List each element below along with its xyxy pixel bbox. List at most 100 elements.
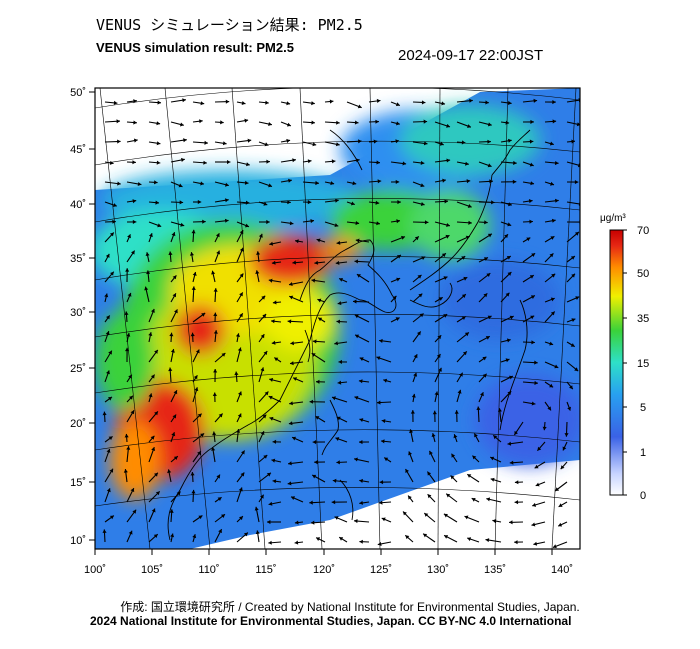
wind-arrow-head bbox=[397, 200, 401, 205]
wind-arrow-head bbox=[417, 274, 422, 279]
wind-arrow-head bbox=[292, 158, 296, 163]
wind-arrow-head bbox=[225, 198, 229, 203]
wind-arrow-head bbox=[443, 276, 448, 280]
wind-arrow-head bbox=[146, 270, 151, 275]
wind-arrow-head bbox=[213, 312, 218, 317]
wind-arrow-head bbox=[492, 519, 497, 524]
wind-arrow-head bbox=[508, 138, 512, 143]
wind-arrow-head bbox=[267, 520, 271, 525]
wind-arrow-head bbox=[182, 98, 186, 103]
wind-arrow-head bbox=[239, 247, 244, 252]
wind-arrow-head bbox=[106, 488, 111, 493]
wind-arrow-head bbox=[439, 141, 444, 146]
wind-arrow-head bbox=[529, 219, 533, 224]
lat-label-25: 25˚ bbox=[70, 363, 86, 375]
wind-arrow-head bbox=[443, 513, 448, 518]
wind-arrow-head bbox=[335, 260, 340, 265]
wind-arrow-head bbox=[338, 359, 342, 364]
wind-arrow-head bbox=[480, 392, 484, 397]
wind-arrow-head bbox=[529, 275, 534, 279]
wind-arrow-head bbox=[506, 338, 511, 343]
wind-arrow-head bbox=[156, 141, 161, 146]
wind-arrow-head bbox=[507, 222, 512, 227]
wind-arrow-head bbox=[131, 250, 135, 255]
wind-arrow-head bbox=[530, 181, 534, 186]
wind-arrow-head bbox=[109, 468, 113, 473]
wind-arrow-head bbox=[462, 351, 467, 356]
wind-arrow-head bbox=[381, 517, 386, 522]
wind-arrow-head bbox=[289, 401, 293, 406]
wind-arrow-head bbox=[211, 270, 216, 275]
wind-arrow-head bbox=[466, 179, 471, 184]
wind-arrow-head bbox=[274, 357, 279, 362]
wind-arrow-head bbox=[200, 181, 204, 186]
wind-arrow-head bbox=[355, 221, 360, 226]
wind-arrow-head bbox=[102, 411, 107, 416]
wind-arrow-head bbox=[117, 181, 121, 186]
wind-arrow-head bbox=[295, 239, 299, 244]
wind-arrow-head bbox=[244, 118, 249, 123]
wind-arrow-head bbox=[401, 235, 405, 240]
wind-arrow-head bbox=[376, 98, 381, 103]
wind-arrow-head bbox=[174, 309, 178, 314]
wind-arrow-head bbox=[507, 391, 512, 396]
forecast-timestamp: 2024-09-17 22:00JST bbox=[398, 47, 544, 64]
wind-arrow-head bbox=[465, 235, 470, 240]
wind-arrow-head bbox=[155, 200, 159, 205]
lat-label-10: 10˚ bbox=[70, 535, 86, 547]
wind-arrow-head bbox=[151, 508, 156, 513]
wind-arrow-head bbox=[376, 160, 380, 165]
wind-arrow-head bbox=[180, 222, 185, 227]
colorbar-tick-15: 15 bbox=[637, 358, 649, 370]
wind-arrow-head bbox=[288, 178, 292, 183]
wind-arrow-head bbox=[170, 349, 175, 353]
wind-arrow-head bbox=[190, 332, 195, 337]
wind-vectors bbox=[102, 98, 580, 549]
wind-arrow-head bbox=[334, 341, 338, 346]
wind-arrow-head bbox=[332, 478, 337, 483]
wind-arrow-head bbox=[486, 497, 491, 502]
wind-arrow-head bbox=[418, 293, 423, 298]
wind-arrow-head bbox=[106, 449, 111, 453]
wind-arrow-head bbox=[237, 347, 242, 352]
wind-arrow-head bbox=[550, 297, 555, 302]
wind-arrow-head bbox=[154, 180, 158, 185]
wind-arrow-head bbox=[255, 270, 260, 274]
wind-arrow-head bbox=[330, 181, 335, 186]
wind-arrow-head bbox=[125, 347, 130, 352]
wind-arrow-head bbox=[531, 340, 535, 345]
wind-arrow-head bbox=[410, 410, 415, 414]
wind-arrow-head bbox=[514, 480, 519, 485]
wind-arrow-head bbox=[533, 98, 538, 103]
wind-arrow-head bbox=[513, 160, 517, 165]
wind-arrow-head bbox=[239, 516, 243, 521]
wind-arrow-head bbox=[505, 292, 510, 297]
wind-arrow-head bbox=[414, 236, 419, 241]
wind-arrow-head bbox=[212, 392, 217, 396]
wind-arrow-head bbox=[148, 233, 153, 238]
wind-arrow-head bbox=[224, 218, 229, 223]
wind-arrow-head bbox=[307, 200, 312, 205]
wind-arrow-head bbox=[508, 202, 512, 207]
wind-arrow-head bbox=[336, 240, 341, 245]
lat-label-45: 45˚ bbox=[70, 144, 86, 156]
wind-arrow-head bbox=[201, 313, 206, 317]
wind-arrow-head bbox=[194, 387, 199, 392]
lat-label-20: 20˚ bbox=[70, 418, 86, 430]
wind-arrow-head bbox=[198, 515, 203, 520]
wind-arrow-head bbox=[260, 431, 265, 436]
wind-arrow-head bbox=[381, 419, 386, 424]
wind-arrow-head bbox=[113, 100, 118, 105]
wind-arrow-head bbox=[268, 501, 273, 506]
wind-arrow-head bbox=[312, 339, 317, 344]
wind-arrow-head bbox=[266, 219, 270, 225]
wind-arrow-head bbox=[531, 253, 536, 257]
wind-arrow-head bbox=[154, 349, 158, 354]
wind-arrow-head bbox=[193, 375, 198, 380]
wind-arrow-head bbox=[357, 104, 362, 109]
wind-arrow-head bbox=[530, 295, 535, 299]
wind-arrow-head bbox=[423, 141, 428, 146]
wind-arrow-head bbox=[290, 341, 294, 346]
wind-arrow-head bbox=[132, 219, 137, 224]
wind-arrow-head bbox=[287, 481, 292, 486]
